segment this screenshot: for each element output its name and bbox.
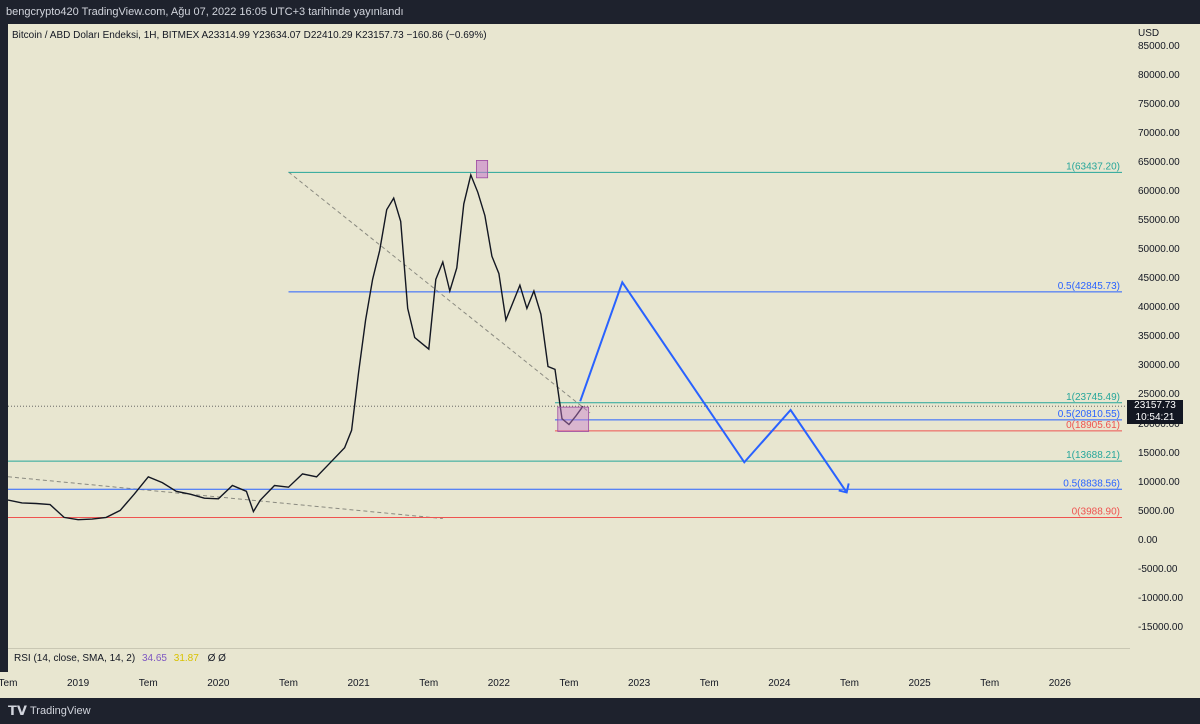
fib-label-3: 0.5(20810.55)	[1058, 409, 1120, 420]
rsi-value: 34.65	[141, 653, 167, 664]
y-tick-label: 5000.00	[1138, 505, 1175, 517]
y-tick-label: 0.00	[1138, 534, 1158, 546]
y-tick-label: 15000.00	[1138, 447, 1180, 459]
x-tick-label: 2025	[908, 678, 931, 689]
rsi-title: RSI (14, close, SMA, 14, 2)	[14, 653, 136, 664]
bar-countdown: 10:54:21	[1135, 412, 1175, 424]
y-tick-label: 80000.00	[1138, 70, 1180, 82]
time-axis[interactable]: Tem 2019 Tem 2020 Tem 2021 Tem 2022 Tem 2023 Tem 20…	[0, 672, 1200, 698]
y-tick-label: 40000.00	[1138, 302, 1180, 314]
fib-label-4: 0(18905.61)	[1066, 420, 1120, 431]
fib-label-5: 1(13688.21)	[1066, 450, 1120, 461]
x-tick-label: 2026	[1048, 678, 1071, 689]
x-tick-label: Tem	[0, 678, 18, 689]
y-tick-label: 60000.00	[1138, 186, 1180, 198]
tradingview-logo-icon: 𝗧𝗩	[8, 703, 27, 718]
trendline-dashed-lower	[8, 476, 443, 520]
x-tick-label: 2021	[347, 678, 370, 689]
fib-label-6: 0.5(8838.56)	[1063, 478, 1120, 489]
price-axis[interactable]: USD 85000.00 80000.00 75000.00 70000.00 65000…	[1130, 24, 1200, 672]
x-tick-label: Tem	[138, 678, 158, 689]
y-axis-unit: USD	[1138, 28, 1160, 39]
x-tick-label: Tem	[980, 678, 1000, 689]
rsi-extra: Ø Ø	[207, 653, 226, 664]
x-tick-label: 2022	[487, 678, 510, 689]
y-tick-label: 85000.00	[1138, 41, 1180, 53]
rsi-sma-value: 31.87	[173, 653, 199, 664]
chart-canvas: 1(63437.20) 0.5(42845.73) 1(23745.49) 0.5(2…	[8, 160, 1130, 521]
zone-top	[476, 160, 489, 179]
price-series-line	[8, 172, 584, 521]
rsi-pane[interactable]: RSI (14, close, SMA, 14, 2) 34.65 31.87 …	[8, 648, 1130, 672]
x-tick-label: Tem	[699, 678, 719, 689]
x-tick-label: Tem	[279, 678, 298, 689]
rsi-legend: RSI (14, close, SMA, 14, 2) 34.65 31.87 …	[14, 653, 226, 664]
footer-brand: TradingView	[30, 705, 91, 717]
y-tick-label: 65000.00	[1138, 157, 1180, 169]
x-tick-label: 2019	[67, 678, 90, 689]
footer-bar: 𝗧𝗩 TradingView	[0, 698, 1200, 724]
y-tick-label: 50000.00	[1138, 244, 1180, 256]
x-tick-label: 2023	[628, 678, 651, 689]
x-tick-label: Tem	[840, 678, 859, 689]
fib-label-0: 1(63437.20)	[1066, 161, 1120, 172]
x-tick-label: 2020	[207, 678, 230, 689]
fib-label-7: 0(3988.90)	[1072, 506, 1120, 517]
y-tick-label: -15000.00	[1138, 621, 1184, 633]
publisher-line: bengcrypto420 TradingView.com, Ağu 07, 2…	[6, 6, 404, 18]
y-tick-label: 70000.00	[1138, 128, 1180, 140]
symbol-info: Bitcoin / ABD Doları Endeksi, 1H, BITMEX…	[12, 30, 487, 41]
last-price-badge: 23157.73 10:54:21	[1127, 400, 1183, 425]
y-tick-label: 35000.00	[1138, 331, 1180, 343]
y-tick-label: -5000.00	[1138, 563, 1178, 575]
projection-arrowhead	[838, 483, 850, 494]
y-tick-label: 25000.00	[1138, 389, 1180, 401]
y-tick-label: 45000.00	[1138, 273, 1180, 285]
y-tick-label: -10000.00	[1138, 592, 1184, 604]
fib-label-1: 0.5(42845.73)	[1058, 281, 1120, 292]
y-tick-label: 55000.00	[1138, 215, 1180, 227]
trendline-dashed-upper	[288, 171, 591, 414]
fib-label-2: 1(23745.49)	[1066, 392, 1120, 403]
y-tick-label: 75000.00	[1138, 99, 1180, 111]
price-chart[interactable]: Bitcoin / ABD Doları Endeksi, 1H, BITMEX…	[8, 24, 1130, 648]
x-tick-label: Tem	[559, 678, 579, 689]
x-tick-label: Tem	[419, 678, 439, 689]
x-tick-label: 2024	[768, 678, 791, 689]
publisher-bar: bengcrypto420 TradingView.com, Ağu 07, 2…	[0, 0, 1200, 24]
last-price: 23157.73	[1134, 400, 1176, 412]
y-tick-label: 10000.00	[1138, 476, 1180, 488]
projection-arrow-path	[579, 280, 848, 493]
zone-current	[557, 406, 590, 432]
y-tick-label: 30000.00	[1138, 360, 1180, 372]
